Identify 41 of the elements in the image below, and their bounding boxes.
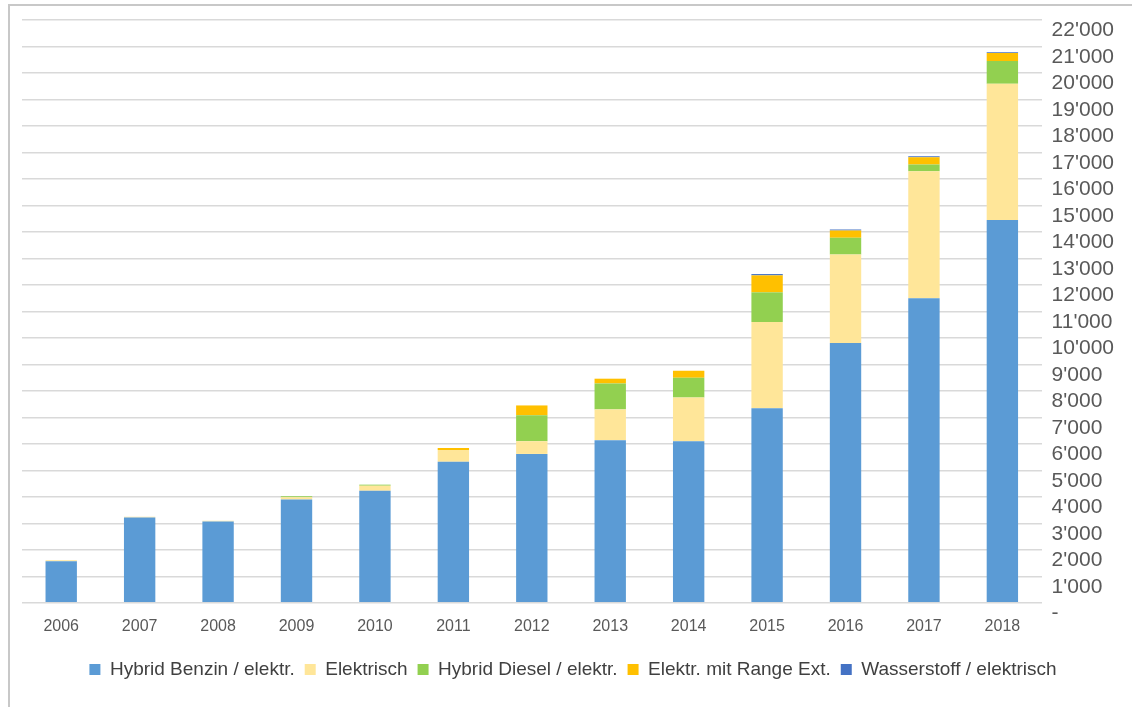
y-tick-label: 6'000 [1051, 441, 1103, 465]
y-tick-label: 19'000 [1051, 96, 1114, 120]
y-tick-label: 17'000 [1051, 149, 1114, 173]
legend-label: Elektrisch [325, 657, 408, 679]
y-tick-label: 8'000 [1051, 388, 1103, 412]
y-tick-label: 2'000 [1051, 547, 1103, 571]
y-tick-label: 7'000 [1051, 414, 1103, 438]
y-tick-label: 22'000 [1051, 17, 1114, 41]
y-tick-label: 15'000 [1051, 202, 1114, 226]
y-tick-label: 16'000 [1051, 176, 1114, 200]
y-tick-label: 3'000 [1051, 520, 1103, 544]
y-tick-label: 11'000 [1051, 308, 1113, 332]
x-tick-label: 2017 [906, 616, 942, 634]
legend-label: Hybrid Benzin / elektr. [109, 657, 295, 679]
y-tick-label: 1'000 [1051, 573, 1103, 597]
x-tick-label: 2014 [670, 616, 707, 634]
legend-label: Hybrid Diesel / elektr. [438, 657, 618, 679]
legend-label: Wasserstoff / elektrisch [861, 657, 1057, 679]
y-tick-label: 5'000 [1051, 467, 1103, 491]
y-tick-label: 20'000 [1051, 70, 1114, 94]
x-tick-label: 2018 [984, 616, 1021, 634]
y-tick-label: 12'000 [1051, 282, 1114, 306]
x-tick-label: 2007 [121, 616, 158, 634]
y-tick-label: 10'000 [1051, 335, 1114, 359]
x-tick-label: 2011 [436, 616, 471, 634]
y-tick-label: 21'000 [1051, 43, 1114, 67]
x-tick-label: 2013 [592, 616, 629, 634]
x-tick-label: 2012 [514, 616, 550, 634]
y-tick-label: 9'000 [1051, 361, 1103, 385]
x-tick-label: 2009 [278, 616, 315, 634]
x-tick-label: 2015 [749, 616, 785, 634]
legend-label: Elektr. mit Range Ext. [648, 657, 831, 679]
x-tick-label: 2010 [357, 616, 393, 634]
y-tick-label: 13'000 [1051, 255, 1114, 279]
x-tick-label: 2008 [200, 616, 236, 634]
y-tick-label: 14'000 [1051, 229, 1114, 253]
x-tick-label: 2016 [827, 616, 864, 634]
y-tick-label: 4'000 [1051, 494, 1103, 518]
y-tick-label: - [1051, 600, 1059, 624]
x-tick-label: 2006 [43, 616, 80, 634]
y-tick-label: 18'000 [1051, 123, 1114, 147]
